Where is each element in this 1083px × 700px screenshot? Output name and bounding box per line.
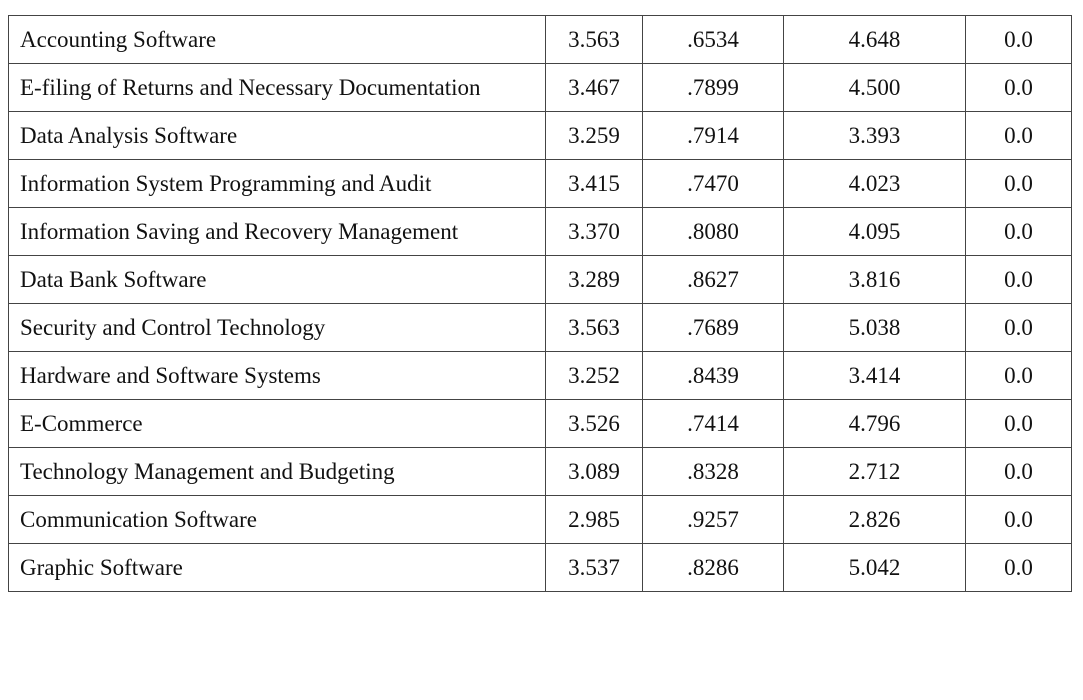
cell-value: 4.500 <box>783 63 966 112</box>
cell-value: .8080 <box>642 207 784 256</box>
cell-value: 0.0 <box>965 63 1072 112</box>
cell-value: 0.0 <box>965 351 1072 400</box>
cell-value: 0.0 <box>965 15 1072 64</box>
table-row: Accounting Software 3.563.6534 4.648 0.0 <box>8 15 1072 64</box>
table-row: Information Saving and Recovery Manageme… <box>8 207 1072 256</box>
cell-value: 0.0 <box>965 255 1072 304</box>
cell-value: .8328 <box>642 447 784 496</box>
table-row: Graphic Software 3.537.8286 5.042 0.0 <box>8 543 1072 592</box>
table-row: Communication Software 2.985.9257 2.826 0.0 <box>8 495 1072 544</box>
data-table: Accounting Software 3.563.6534 4.648 0.0 E-f… <box>8 15 1072 592</box>
table-row: Security and Control Technology 3.563.768… <box>8 303 1072 352</box>
row-label: Information Saving and Recovery Manageme… <box>8 207 546 256</box>
cell-value: 0.0 <box>965 159 1072 208</box>
cell-value: 2.985 <box>545 495 643 544</box>
row-label: Security and Control Technology <box>8 303 546 352</box>
table-row: E-filing of Returns and Necessary Docume… <box>8 63 1072 112</box>
cell-value: 4.648 <box>783 15 966 64</box>
cell-value: 0.0 <box>965 111 1072 160</box>
row-label: Information System Programming and Audit <box>8 159 546 208</box>
cell-value: 0.0 <box>965 207 1072 256</box>
table-row: Data Bank Software 3.289.8627 3.816 0.0 <box>8 255 1072 304</box>
table-row: Data Analysis Software 3.259.7914 3.393 0.0 <box>8 111 1072 160</box>
cell-value: 4.023 <box>783 159 966 208</box>
table-body: Accounting Software 3.563.6534 4.648 0.0 E-f… <box>8 15 1072 592</box>
row-label: E-Commerce <box>8 399 546 448</box>
row-label: Communication Software <box>8 495 546 544</box>
row-label: Data Analysis Software <box>8 111 546 160</box>
cell-value: .7470 <box>642 159 784 208</box>
cell-value: 3.393 <box>783 111 966 160</box>
cell-value: 2.712 <box>783 447 966 496</box>
cell-value: 0.0 <box>965 495 1072 544</box>
cell-value: 3.370 <box>545 207 643 256</box>
cell-value: 0.0 <box>965 303 1072 352</box>
cell-value: 0.0 <box>965 543 1072 592</box>
row-label: Data Bank Software <box>8 255 546 304</box>
cell-value: 4.796 <box>783 399 966 448</box>
cell-value: 4.095 <box>783 207 966 256</box>
cell-value: .8627 <box>642 255 784 304</box>
cell-value: .7689 <box>642 303 784 352</box>
cell-value: .6534 <box>642 15 784 64</box>
row-label: Accounting Software <box>8 15 546 64</box>
cell-value: 3.526 <box>545 399 643 448</box>
cell-value: 2.826 <box>783 495 966 544</box>
cell-value: .8286 <box>642 543 784 592</box>
cell-value: 0.0 <box>965 399 1072 448</box>
table-row: E-Commerce 3.526.7414 4.796 0.0 <box>8 399 1072 448</box>
cell-value: 5.042 <box>783 543 966 592</box>
cell-value: 3.089 <box>545 447 643 496</box>
row-label: Hardware and Software Systems <box>8 351 546 400</box>
cell-value: .8439 <box>642 351 784 400</box>
row-label: Technology Management and Budgeting <box>8 447 546 496</box>
cell-value: 3.537 <box>545 543 643 592</box>
cell-value: 3.467 <box>545 63 643 112</box>
cell-value: 5.038 <box>783 303 966 352</box>
table-row: Hardware and Software Systems 3.252.8439 3… <box>8 351 1072 400</box>
table-row: Information System Programming and Audit… <box>8 159 1072 208</box>
cell-value: .7414 <box>642 399 784 448</box>
table-row: Technology Management and Budgeting 3.089… <box>8 447 1072 496</box>
cell-value: 3.563 <box>545 15 643 64</box>
cell-value: 3.414 <box>783 351 966 400</box>
cell-value: 3.252 <box>545 351 643 400</box>
cell-value: 3.415 <box>545 159 643 208</box>
cell-value: .9257 <box>642 495 784 544</box>
cell-value: 0.0 <box>965 447 1072 496</box>
cell-value: 3.259 <box>545 111 643 160</box>
row-label: E-filing of Returns and Necessary Docume… <box>8 63 546 112</box>
cell-value: 3.816 <box>783 255 966 304</box>
cell-value: .7899 <box>642 63 784 112</box>
cell-value: 3.289 <box>545 255 643 304</box>
cell-value: .7914 <box>642 111 784 160</box>
row-label: Graphic Software <box>8 543 546 592</box>
cell-value: 3.563 <box>545 303 643 352</box>
